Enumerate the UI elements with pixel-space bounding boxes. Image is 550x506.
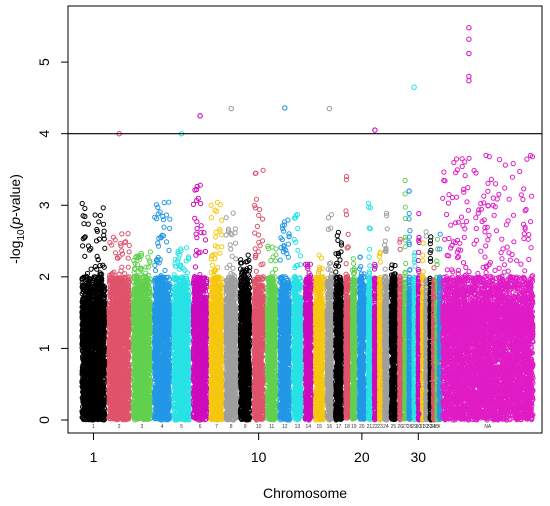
snp-point (101, 236, 107, 242)
snp-point (97, 212, 104, 219)
snp-point (85, 221, 91, 227)
snp-point (100, 221, 107, 227)
snp-point (112, 250, 119, 256)
snp-point (102, 245, 108, 251)
data-points-layer (79, 24, 536, 423)
snp-point (100, 205, 106, 211)
snp-point (81, 221, 87, 227)
snp-point (79, 200, 85, 207)
snp-point (125, 231, 131, 237)
snp-point (82, 205, 88, 212)
snp-point (119, 231, 125, 237)
snp-point (126, 249, 132, 255)
snp-point (97, 263, 103, 269)
snp-point (145, 254, 151, 260)
snp-point (125, 264, 131, 270)
snp-point (96, 219, 102, 225)
snp-point (82, 253, 88, 259)
snp-point (101, 228, 107, 234)
snp-point (125, 255, 131, 261)
snp-point (80, 243, 86, 249)
snp-point (143, 264, 149, 270)
snp-point (126, 242, 132, 248)
snp-point (92, 212, 98, 218)
snp-point (88, 266, 94, 272)
